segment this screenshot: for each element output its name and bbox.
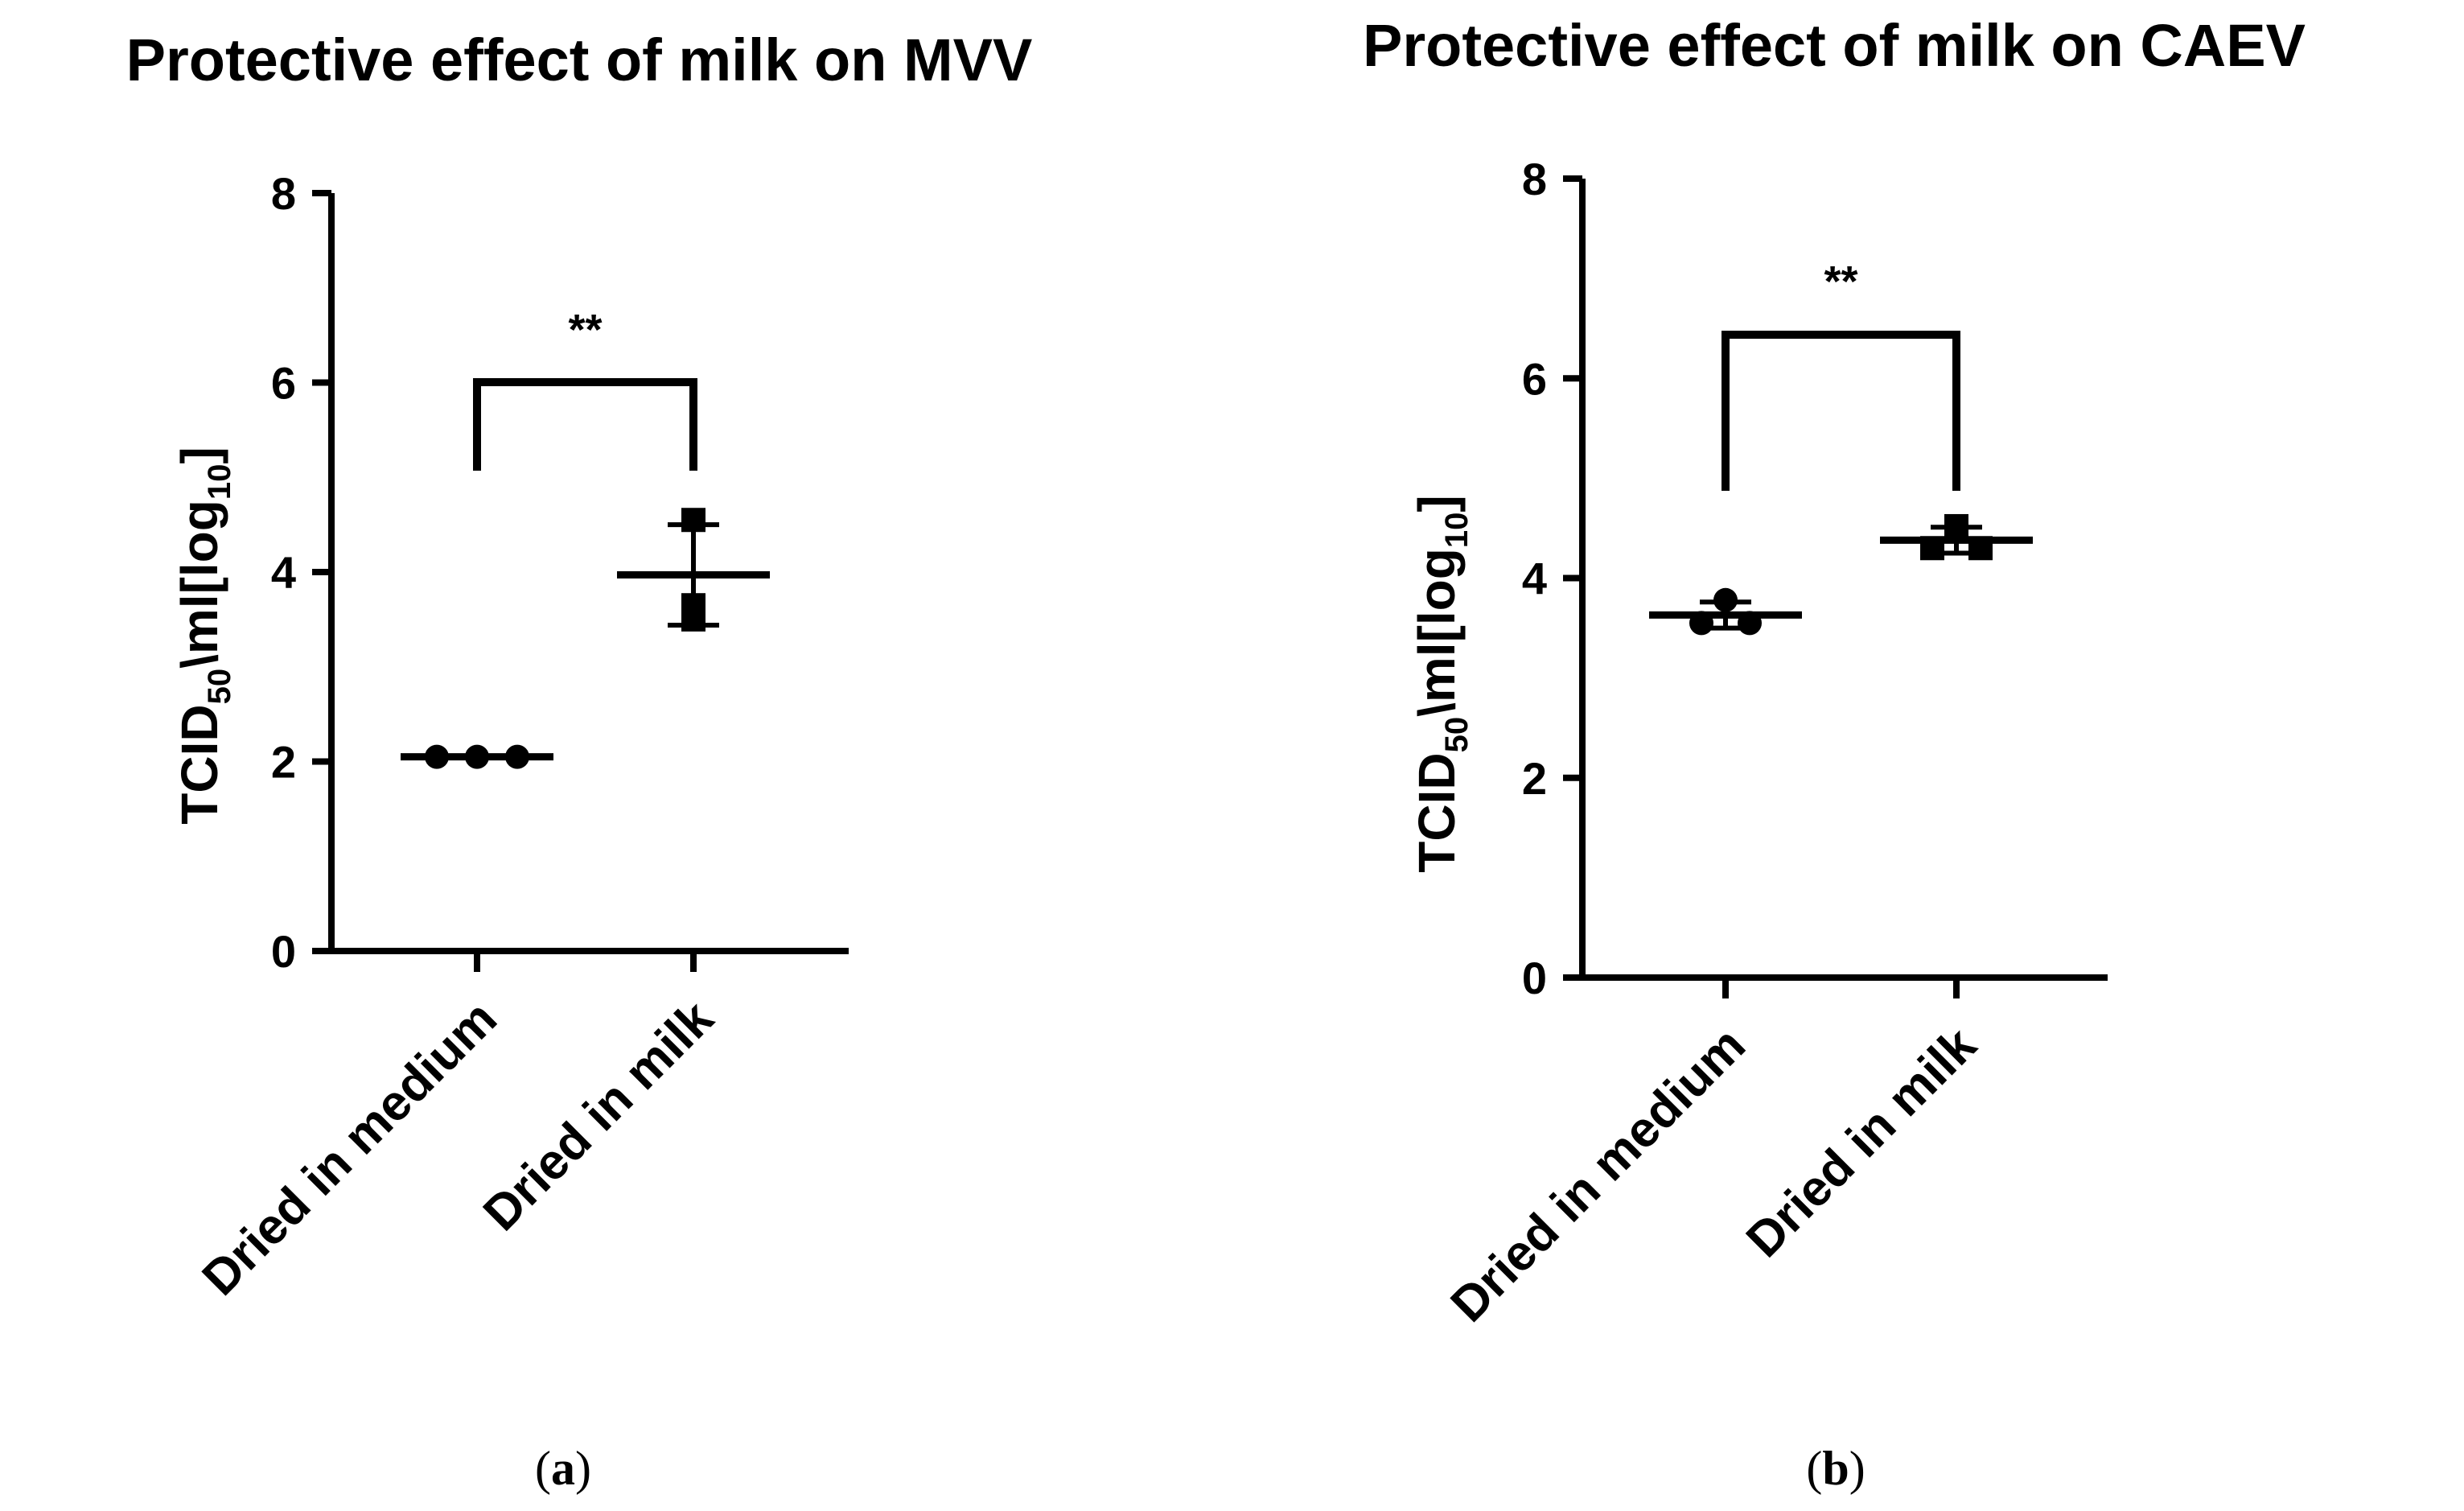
y-tick-label: 0 [271, 926, 296, 977]
x-tick-label: Dried in medium [1441, 1017, 1756, 1332]
panel-label: (a) [535, 1442, 591, 1495]
x-tick-label: Dried in milk [473, 990, 724, 1241]
chart-title: Protective effect of milk on CAEV [1363, 12, 2306, 79]
y-tick-label: 2 [1522, 753, 1547, 804]
panel-a: Protective effect of milk on MVV TCID50\… [126, 27, 1033, 1495]
significance-label: ** [1824, 257, 1857, 306]
data-point [425, 744, 449, 769]
significance-label: ** [568, 306, 602, 354]
y-tick-label: 0 [1522, 953, 1547, 1003]
chart-title: Protective effect of milk on MVV [126, 27, 1033, 93]
y-tick-label: 8 [271, 168, 296, 219]
y-tick-label: 4 [271, 547, 296, 598]
significance-bracket [1722, 331, 1960, 491]
data-point [1920, 536, 1944, 561]
y-tick-label: 4 [1522, 554, 1547, 604]
x-tick-label: Dried in medium [192, 990, 508, 1306]
data-point [681, 607, 705, 632]
y-tick-label: 2 [271, 737, 296, 788]
y-axis-label: TCID50\ml[log10] [171, 447, 237, 824]
y-tick-label: 8 [1522, 154, 1547, 204]
x-tick-label: Dried in milk [1736, 1017, 1987, 1268]
data-point [1944, 513, 1968, 538]
data-point [505, 744, 529, 769]
data-point [465, 744, 489, 769]
data-point [1713, 587, 1738, 612]
data-point [681, 508, 705, 533]
data-point [1689, 611, 1713, 636]
significance-bracket [473, 378, 697, 471]
y-tick-label: 6 [271, 358, 296, 409]
y-tick-label: 6 [1522, 353, 1547, 404]
y-axis-label: TCID50\ml[log10] [1408, 495, 1475, 872]
data-point [1738, 611, 1762, 636]
data-point [1968, 536, 1993, 561]
panel-b: Protective effect of milk on CAEV TCID50… [1363, 12, 2306, 1495]
panel-label: (b) [1806, 1442, 1865, 1495]
